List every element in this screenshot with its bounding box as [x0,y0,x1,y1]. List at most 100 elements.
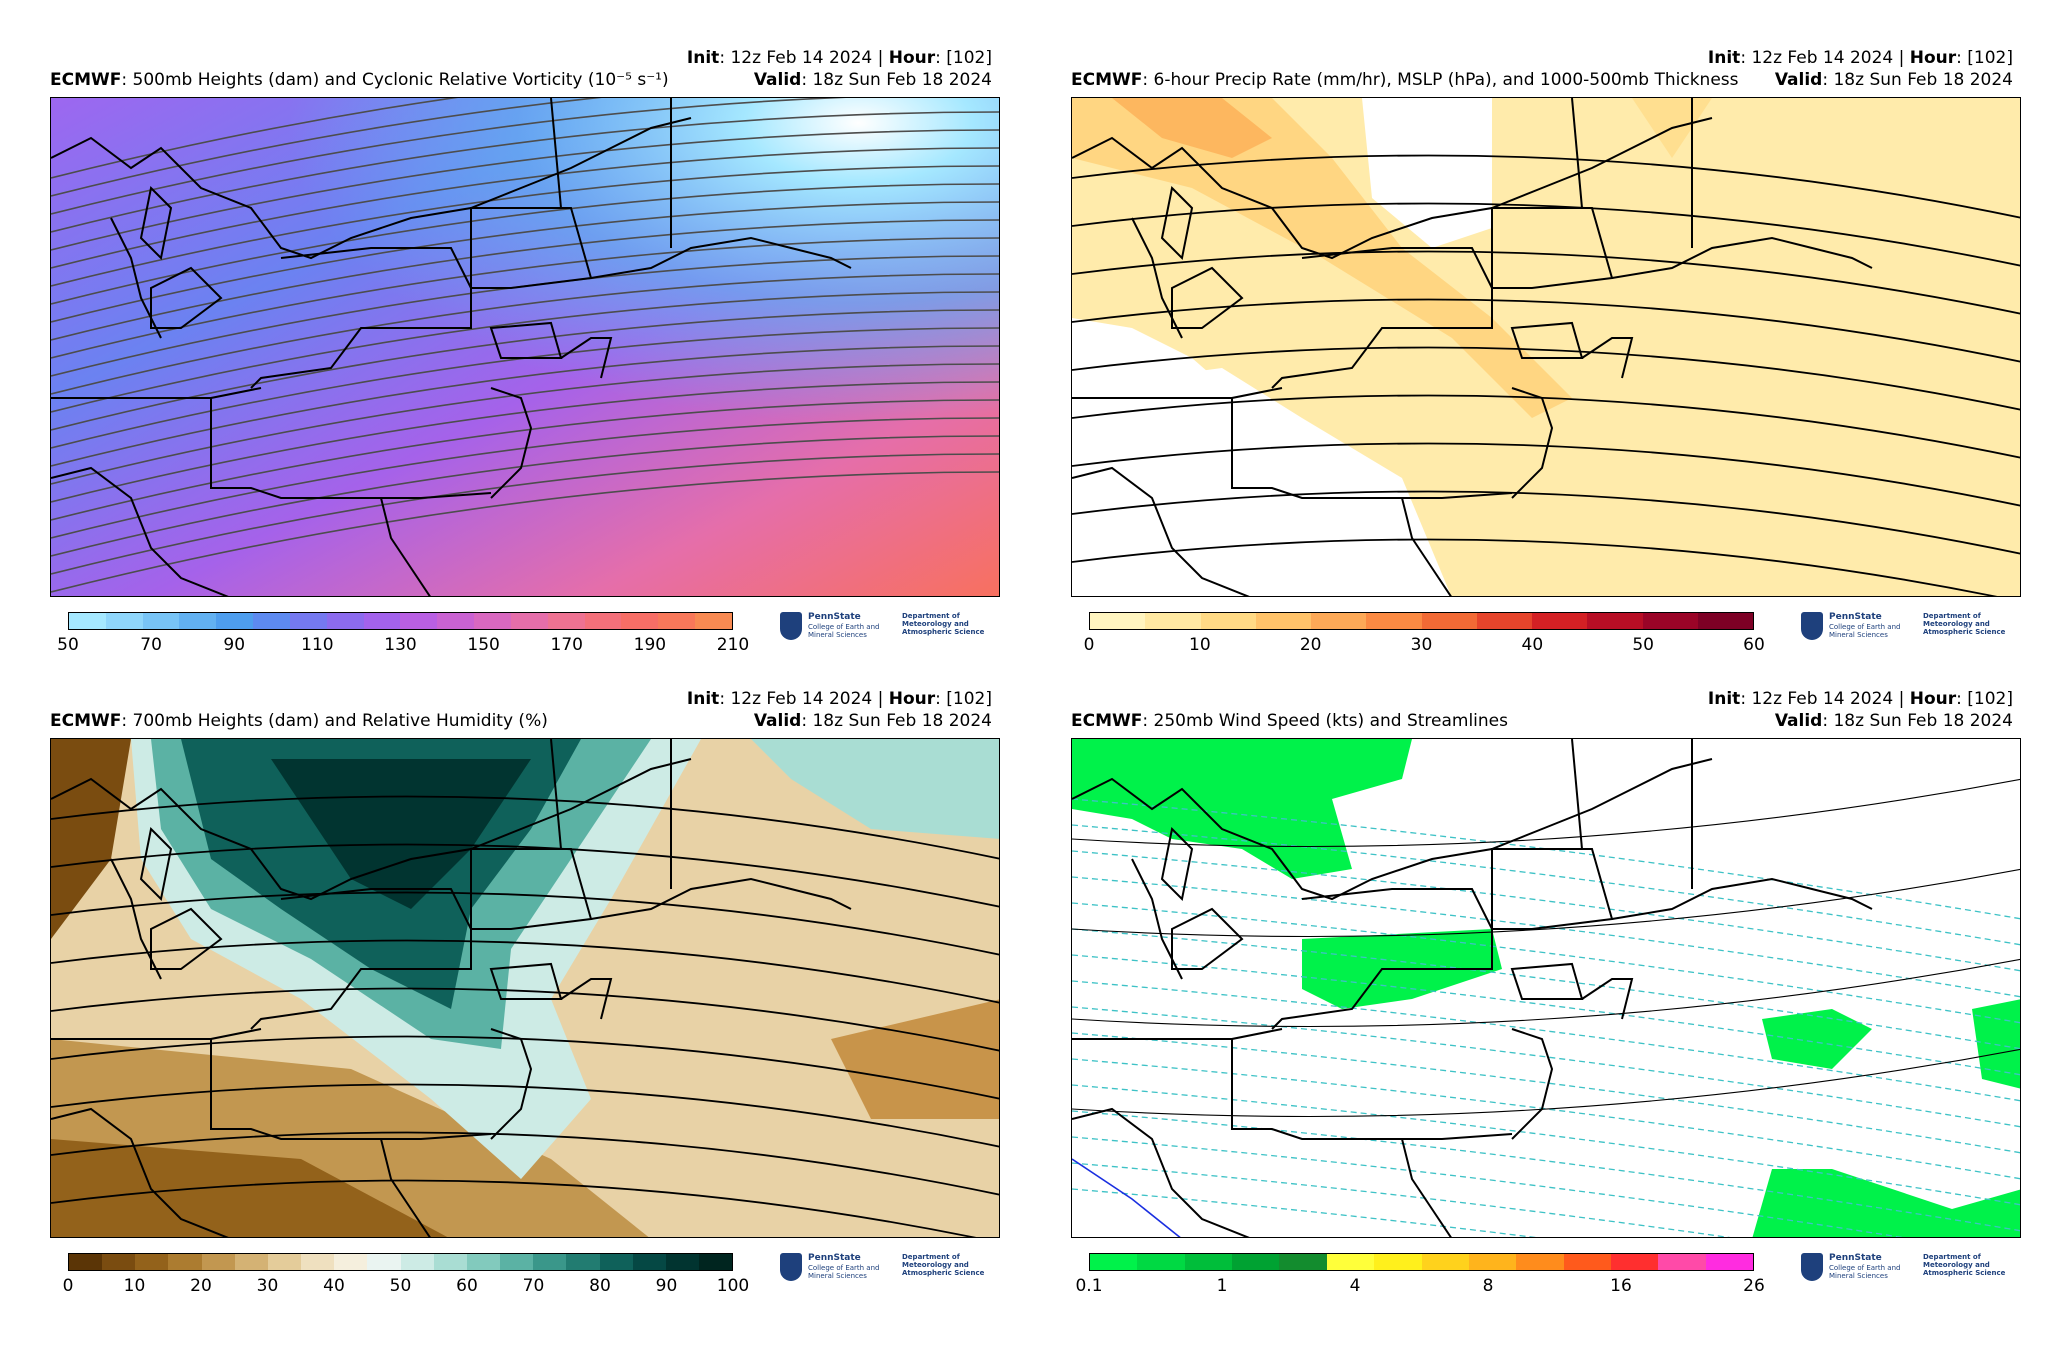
colorbar-segment [533,1254,567,1270]
colorbar-tick-label: 90 [655,1276,678,1296]
colorbar-segment [1326,1254,1375,1270]
colorbar-segment [510,613,548,629]
contour-line [51,363,999,485]
contour-line [1072,868,2020,938]
map-precip [1071,97,2021,597]
panel-250mb-wind: Init: 12z Feb 14 2024 | Hour: [102] ECMW… [1021,641,2021,1296]
colorbar-segment [1697,613,1753,629]
contour-line [51,843,999,908]
map-border [380,497,431,596]
colorbar-tick-label: 1 [1216,1276,1228,1296]
map-border [550,98,562,209]
colorbar-tick-label: 100 [716,1276,750,1296]
colorbar-tick-label: 50 [57,635,79,655]
map-border [1171,907,1244,970]
map-border [1171,266,1244,329]
map-border [150,907,223,970]
contour-line [51,471,999,593]
contour-line [51,237,999,359]
contour-line [51,98,847,215]
colorbar-segment [1090,1254,1138,1270]
map-border [1231,387,1513,499]
contour-line [51,435,999,557]
colorbar-ticks: 0 10 20 30 40 50 60 [1084,635,1765,657]
contour-line [1072,202,2020,267]
map-border [1511,387,1554,499]
panel-title: ECMWF: 250mb Wind Speed (kts) and Stream… [1071,711,1508,731]
map-border [1491,207,1614,289]
colorbar-tick-label: 130 [384,635,417,655]
colorbar-segment [1184,1254,1233,1270]
colorbar-tick-label: 190 [633,635,667,655]
colorbar-segment [142,613,180,629]
map-border [1271,247,1493,389]
contour-line [51,165,999,287]
valid-line: Valid: 18z Sun Feb 18 2024 [1774,711,2013,731]
map-700mb [50,738,1000,1238]
colorbar-segment [547,613,585,629]
colorbar-segment [599,1254,633,1270]
map-250mb [1071,738,2021,1238]
panel-title: ECMWF: 700mb Heights (dam) and Relative … [50,711,548,731]
psu-shield-icon [780,612,802,640]
colorbar-segment [234,1254,268,1270]
contour-line [51,273,999,395]
psu-logo: PennState College of Earth and Mineral Sc… [780,612,990,646]
map-border [590,877,852,920]
colorbar-segment [69,1254,103,1270]
colorbar-tick-label: 80 [589,1276,611,1296]
panel-title: ECMWF: 6-hour Precip Rate (mm/hr), MSLP … [1071,70,1739,90]
colorbar-segment [334,1254,368,1270]
contour-line [51,1035,999,1100]
psu-logo: PennState College of Earth and Mineral Sc… [1801,1253,2011,1287]
colorbar-segment [1137,1254,1185,1270]
psu-shield-icon [1801,1253,1823,1281]
colorbar [68,612,733,630]
contour-line [51,939,999,1004]
colorbar-segment [135,1254,169,1270]
colorbar-segment [1279,1254,1327,1270]
colorbar-tick-label: 170 [550,635,583,655]
map-border [1072,466,1250,596]
contour-line [51,98,459,179]
map-border [1160,826,1194,902]
valid-line: Valid: 18z Sun Feb 18 2024 [1774,70,2013,90]
map-border [1160,185,1194,261]
map-border [51,117,692,260]
map-border [1491,848,1614,930]
colorbar-segment [1232,1254,1280,1270]
colorbar-segment [1642,613,1698,629]
colorbar-segment [216,613,254,629]
map-border [139,185,173,261]
map-border [1611,877,1873,920]
colorbar-tick-label: 60 [1743,635,1765,655]
colorbar-segment [69,613,106,629]
contour-line [1072,394,2020,459]
contour-line [1072,154,2020,219]
colorbar-segment [400,613,438,629]
colorbar-segment [474,613,511,629]
colorbar-tick-label: 70 [140,635,162,655]
colorbar-segment [253,613,290,629]
psu-logo: PennState College of Earth and Mineral Sc… [1801,612,2011,646]
colorbar-segment [1421,1254,1469,1270]
colorbar-segment [168,1254,202,1270]
contour-line [51,129,999,251]
map-border [1581,978,1634,1020]
map-border [1401,1138,1452,1237]
map-border [250,247,472,389]
colorbar-segment [632,1254,666,1270]
colorbar-tick-label: 0.1 [1075,1276,1103,1296]
map-border [490,387,533,499]
colorbar-segment [289,613,327,629]
colorbar-tick-label: 40 [323,1276,345,1296]
colorbar-tick-label: 8 [1482,1276,1494,1296]
contour-line [51,111,999,233]
colorbar-tick-label: 60 [456,1276,478,1296]
colorbar-segment [400,1254,434,1270]
map-border [1072,1107,1250,1237]
map-border [1511,1028,1554,1140]
colorbar-segment [1366,613,1422,629]
colorbar-segment [698,1254,733,1270]
map-border [1401,497,1452,596]
